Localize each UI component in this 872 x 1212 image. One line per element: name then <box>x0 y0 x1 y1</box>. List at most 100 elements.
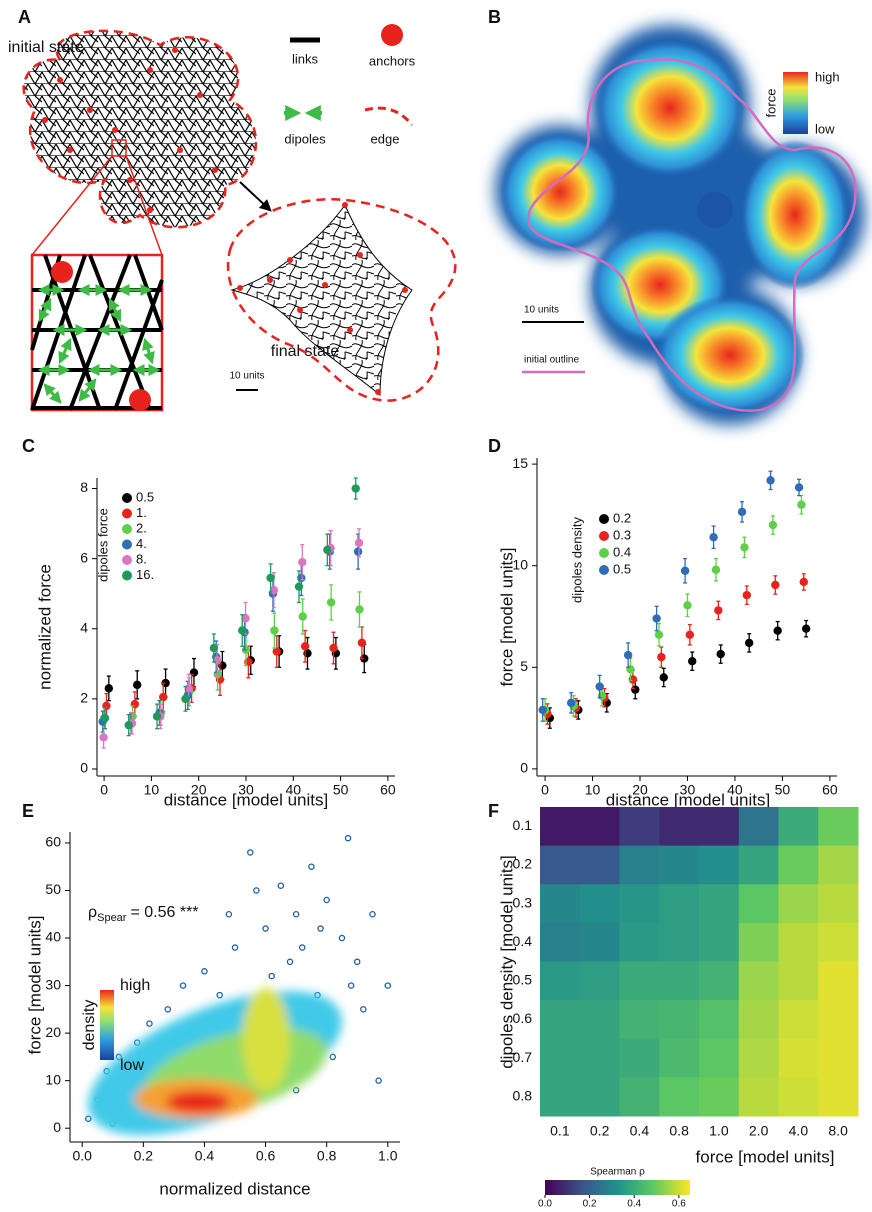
legend-title: dipoles force <box>95 508 110 582</box>
heatmap-cell <box>580 962 620 1001</box>
heatmap-cell <box>699 923 739 962</box>
y-tick-label: 5 <box>520 658 528 674</box>
point <box>105 684 113 692</box>
x-tick-label: 10 <box>144 782 160 798</box>
point <box>771 581 779 589</box>
arrow <box>240 182 270 210</box>
point <box>324 897 329 902</box>
final-mesh <box>232 205 412 395</box>
point <box>329 644 337 652</box>
y-tick-label: 0 <box>520 760 528 776</box>
x-tick-label: 0.8 <box>317 1148 337 1164</box>
point <box>294 912 299 917</box>
point <box>153 712 161 720</box>
colorbar-title: density <box>81 1000 98 1051</box>
heatmap-cell <box>580 807 620 846</box>
point <box>217 992 222 997</box>
colorbar-tick-label: 0.2 <box>583 1199 597 1210</box>
point <box>740 543 748 551</box>
x-tick-label: 1.0 <box>378 1148 398 1164</box>
heatmap-cell <box>779 884 819 923</box>
point <box>238 626 246 634</box>
point <box>124 721 132 729</box>
zoom-anchor <box>51 261 73 283</box>
legend-title: dipoles density <box>569 517 584 603</box>
legend-label: 0.5 <box>136 489 154 504</box>
point <box>101 714 109 722</box>
point <box>769 521 777 529</box>
y-tick-label: 30 <box>45 976 61 992</box>
legend-label: dipoles <box>284 131 326 146</box>
y-tick-label: 8 <box>80 479 88 495</box>
legend-label: 16. <box>136 567 154 582</box>
heatmap-cell <box>540 807 580 846</box>
point <box>180 983 185 988</box>
heatmap-cell <box>540 1000 580 1039</box>
x-tick-label: 0.0 <box>72 1148 92 1164</box>
y-axis-title: force [model units] <box>497 548 516 687</box>
point <box>717 650 725 658</box>
heatmap-cell <box>699 962 739 1001</box>
point <box>86 1116 91 1121</box>
y-tick-label: 20 <box>45 1024 61 1040</box>
heatmap-cell <box>540 1039 580 1078</box>
heatmap-cell <box>659 1039 699 1078</box>
point <box>266 574 274 582</box>
y-tick-label: 0 <box>80 760 88 776</box>
point <box>309 864 314 869</box>
scale-label: 10 units <box>229 371 264 382</box>
heatmap-cell <box>818 884 858 923</box>
point <box>298 558 306 566</box>
point <box>652 614 660 622</box>
panel-label: E <box>22 801 34 821</box>
heatmap-cell <box>699 846 739 885</box>
x-tick-label: 0.1 <box>550 1123 570 1139</box>
point <box>352 484 360 492</box>
y-tick-label: 0.1 <box>513 817 533 833</box>
final-label: final state <box>271 343 340 360</box>
legend-marker <box>599 531 609 541</box>
point <box>133 681 141 689</box>
heatmap-cell <box>659 1000 699 1039</box>
x-tick-label: 4.0 <box>789 1123 809 1139</box>
x-tick-label: 0.6 <box>256 1148 276 1164</box>
x-axis-title: normalized distance <box>159 1179 310 1198</box>
heatmap-cell <box>779 923 819 962</box>
legend-marker <box>122 571 132 581</box>
point <box>355 605 363 613</box>
heatmap-cell <box>818 1000 858 1039</box>
point <box>270 626 278 634</box>
heatmap-cell <box>659 884 699 923</box>
legend-label: edge <box>371 131 400 146</box>
legend-marker <box>599 548 609 558</box>
colorbar-tick-label: 0.4 <box>627 1199 641 1210</box>
point <box>745 639 753 647</box>
x-tick-label: 50 <box>333 782 349 798</box>
point <box>795 483 803 491</box>
heatmap-cell <box>699 884 739 923</box>
x-tick-label: 1.0 <box>709 1123 729 1139</box>
heatmap-cell <box>580 923 620 962</box>
point <box>538 706 546 714</box>
y-tick-label: 0.8 <box>513 1087 533 1103</box>
legend-marker <box>122 509 132 519</box>
point <box>147 1021 152 1026</box>
y-axis-title: normalized force <box>35 564 54 690</box>
heatmap-cell <box>699 1077 739 1116</box>
x-tick-label: 0.2 <box>134 1148 154 1164</box>
point <box>567 699 575 707</box>
heatmap-cell <box>739 807 779 846</box>
heatmap-cell <box>818 1077 858 1116</box>
panel-a: initial state links anchors dipoles edge… <box>8 24 455 411</box>
point <box>681 567 689 575</box>
colorbar-low: low <box>815 121 835 136</box>
heatmap-cell <box>779 1077 819 1116</box>
point <box>269 973 274 978</box>
legend-label: 0.5 <box>613 561 631 576</box>
annotation-part: Spear <box>97 912 127 924</box>
heatmap-cell <box>620 807 660 846</box>
point <box>99 733 107 741</box>
x-axis-title: distance [model units] <box>164 790 328 809</box>
heatmap-cell <box>659 846 699 885</box>
colorbar <box>783 72 808 134</box>
